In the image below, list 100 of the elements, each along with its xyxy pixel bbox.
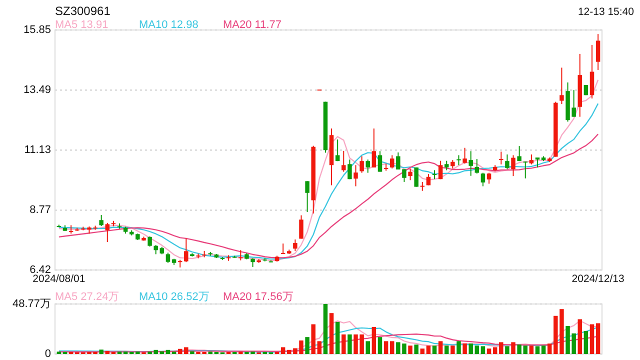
candlestick bbox=[560, 67, 564, 105]
bar bbox=[456, 341, 461, 354]
bar bbox=[166, 350, 170, 354]
bar bbox=[523, 346, 528, 354]
bar bbox=[541, 346, 546, 354]
bar bbox=[408, 346, 412, 354]
bar bbox=[342, 334, 346, 354]
candlestick bbox=[360, 156, 364, 174]
bar bbox=[317, 341, 322, 354]
line-series bbox=[58, 334, 599, 352]
line-series bbox=[58, 133, 599, 258]
bar bbox=[305, 337, 310, 354]
candlestick bbox=[390, 154, 394, 169]
y-tick-label: 8.77 bbox=[30, 204, 51, 216]
bar bbox=[99, 350, 104, 354]
candlestick bbox=[505, 154, 510, 170]
candlestick bbox=[99, 214, 104, 226]
candlestick bbox=[499, 151, 504, 165]
y-tick-label: 48.77万 bbox=[12, 298, 51, 310]
candlestick bbox=[299, 214, 304, 240]
candlestick bbox=[354, 164, 358, 187]
bar bbox=[178, 348, 182, 354]
bar bbox=[432, 346, 437, 354]
bar bbox=[480, 346, 486, 354]
bar bbox=[511, 342, 516, 354]
bar bbox=[547, 344, 552, 354]
y-tick-label: 11.13 bbox=[24, 144, 51, 156]
candlestick bbox=[590, 44, 594, 99]
candlestick bbox=[372, 128, 376, 168]
bar bbox=[596, 323, 600, 354]
bar bbox=[462, 344, 467, 354]
text: MA10 26.52万 bbox=[139, 290, 210, 303]
bar bbox=[348, 334, 352, 354]
candlestick bbox=[517, 146, 522, 162]
text: MA10 12.98 bbox=[139, 18, 198, 31]
candlestick bbox=[474, 158, 480, 174]
bar bbox=[384, 341, 388, 354]
bar bbox=[584, 331, 588, 354]
bar bbox=[578, 319, 582, 354]
bar bbox=[184, 347, 188, 354]
bar bbox=[505, 346, 510, 354]
bar bbox=[390, 341, 394, 354]
bar bbox=[438, 341, 443, 354]
candlestick bbox=[366, 159, 370, 174]
bar bbox=[499, 342, 504, 354]
candlestick bbox=[342, 150, 346, 172]
bar bbox=[311, 324, 316, 354]
candlestick bbox=[468, 150, 473, 176]
candlestick bbox=[596, 34, 600, 70]
candlestick bbox=[226, 254, 231, 262]
bar bbox=[190, 351, 194, 354]
candlestick bbox=[238, 250, 243, 261]
candlestick bbox=[184, 238, 188, 263]
y-tick-label: 0 bbox=[44, 348, 51, 360]
candlestick bbox=[438, 160, 443, 180]
candlestick bbox=[105, 222, 110, 243]
x-tick-label: 2024/12/13 bbox=[572, 272, 624, 285]
candlestick bbox=[154, 244, 158, 255]
bar bbox=[372, 326, 376, 354]
candlestick bbox=[511, 154, 516, 177]
bar bbox=[426, 346, 431, 354]
chart-title: SZ300961 bbox=[55, 4, 111, 18]
bar bbox=[287, 350, 292, 354]
candlestick bbox=[305, 180, 310, 212]
candlestick bbox=[486, 172, 492, 184]
bar bbox=[450, 346, 455, 354]
candlestick bbox=[535, 157, 540, 168]
bar bbox=[535, 346, 540, 354]
bar bbox=[366, 341, 370, 354]
bar bbox=[590, 324, 594, 354]
y-tick-label: 13.49 bbox=[23, 84, 51, 96]
bar bbox=[105, 350, 110, 354]
candlestick bbox=[408, 168, 412, 181]
candlestick bbox=[148, 236, 152, 248]
text: MA5 13.91 bbox=[55, 18, 108, 31]
bar bbox=[474, 346, 480, 354]
bar bbox=[444, 346, 449, 354]
bar bbox=[468, 344, 473, 354]
bar bbox=[335, 322, 340, 354]
bar bbox=[378, 337, 382, 354]
candlestick bbox=[523, 161, 528, 179]
candlestick bbox=[480, 172, 486, 187]
candlestick bbox=[293, 238, 298, 252]
candlestick bbox=[444, 160, 449, 171]
candlestick bbox=[348, 159, 352, 180]
bar bbox=[414, 344, 418, 354]
candlestick bbox=[280, 243, 286, 254]
bar bbox=[529, 346, 534, 354]
bar bbox=[280, 347, 286, 354]
text: MA20 17.56万 bbox=[223, 290, 294, 303]
candlestick bbox=[335, 138, 340, 162]
candlestick bbox=[166, 252, 170, 264]
text: 12-13 15:40 bbox=[578, 6, 634, 18]
candlestick bbox=[378, 150, 382, 172]
candlestick bbox=[462, 147, 467, 164]
candlestick bbox=[529, 154, 534, 165]
candlestick bbox=[456, 154, 461, 166]
text: MA20 11.77 bbox=[223, 18, 282, 31]
bar bbox=[492, 347, 498, 354]
bar bbox=[517, 344, 522, 354]
